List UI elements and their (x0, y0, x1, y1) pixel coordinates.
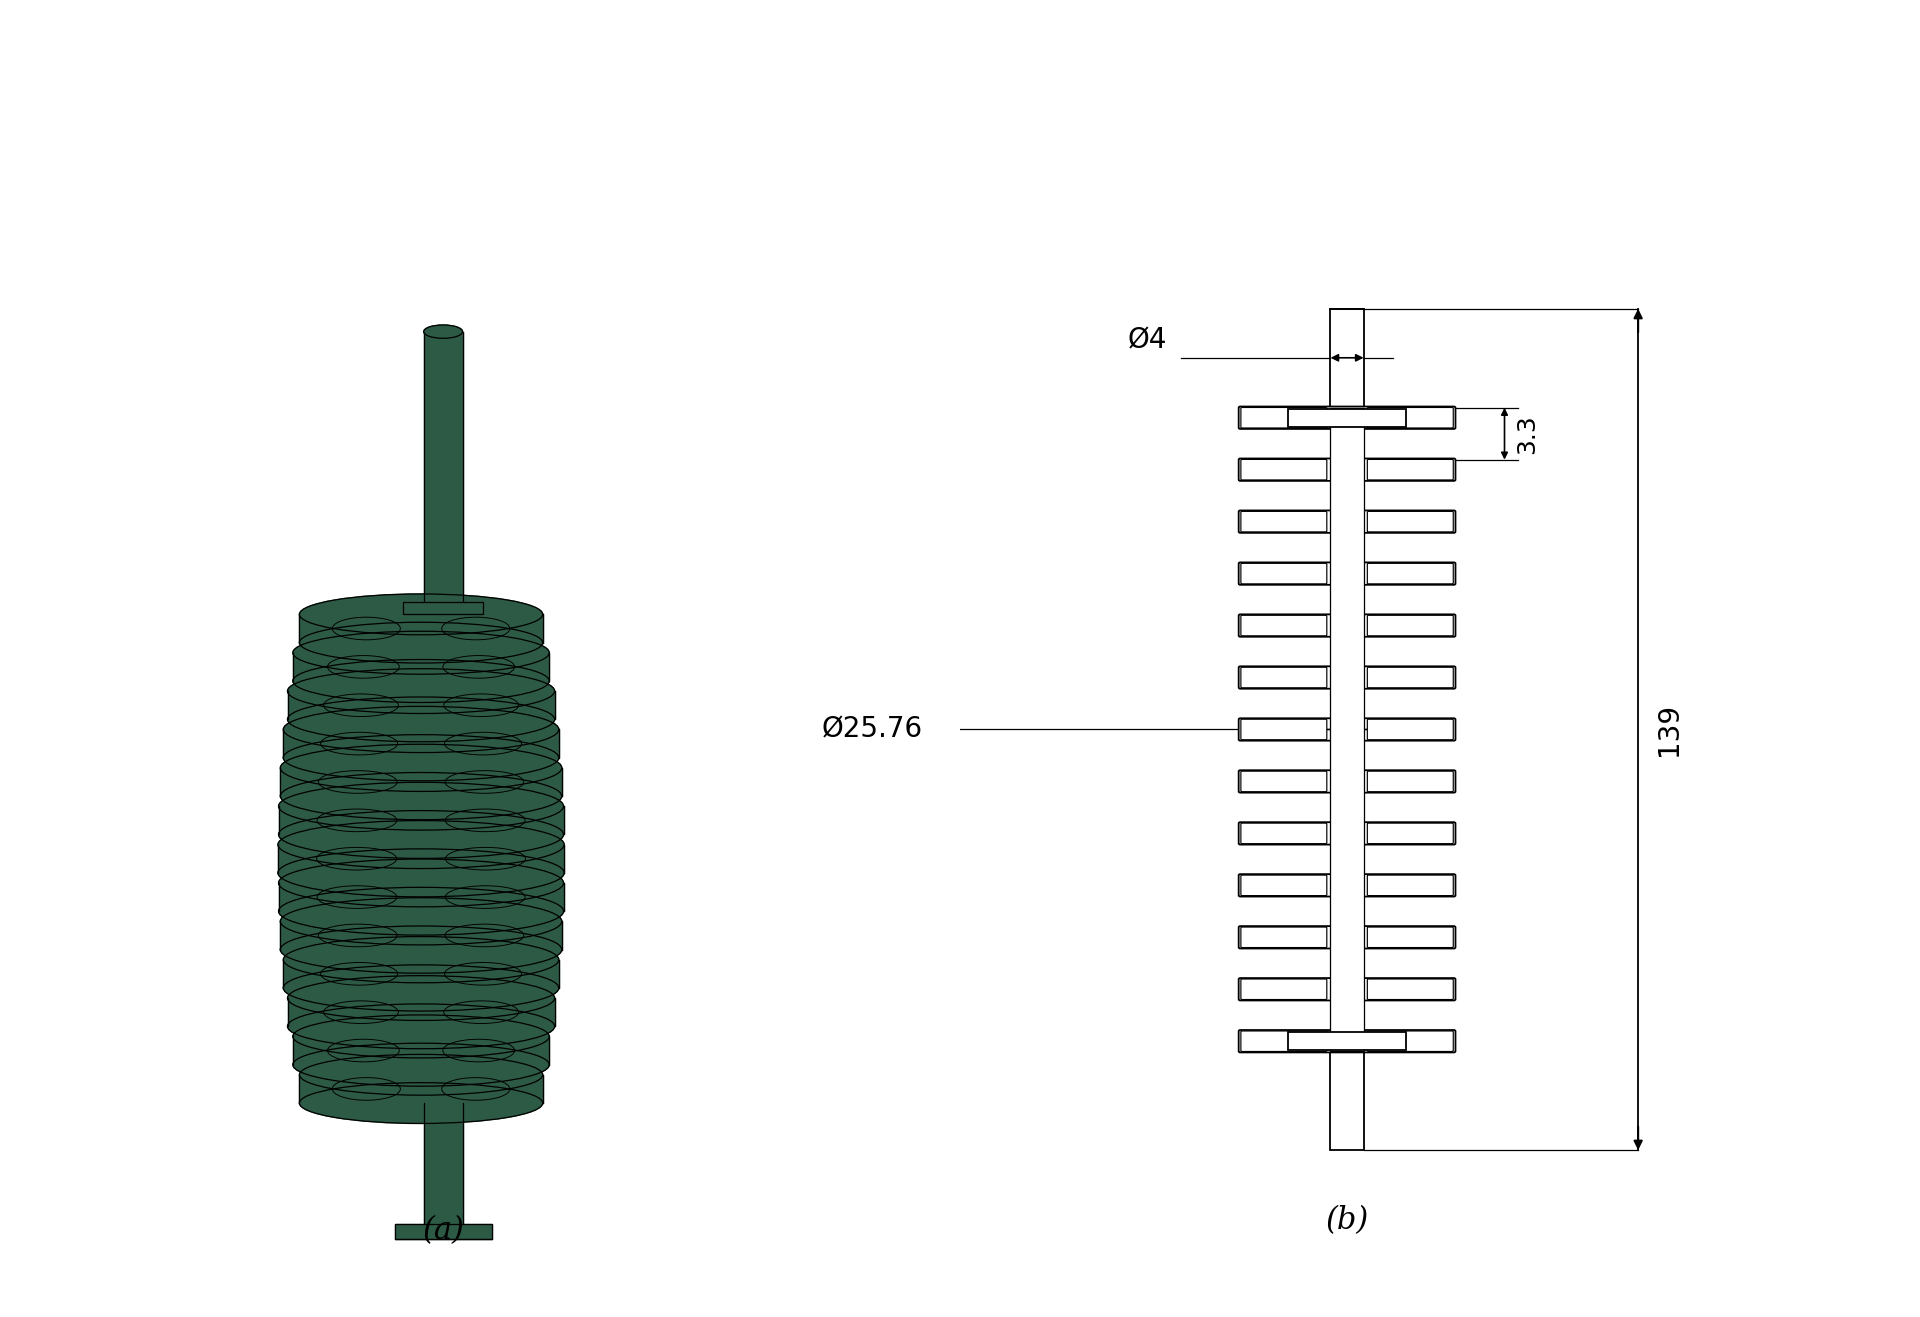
Bar (300, 614, 543, 643)
Bar (424, 332, 463, 614)
FancyBboxPatch shape (1238, 822, 1455, 844)
Ellipse shape (284, 735, 559, 781)
Bar (424, 1104, 463, 1225)
Bar (284, 960, 559, 988)
FancyBboxPatch shape (1367, 668, 1453, 687)
Ellipse shape (278, 849, 564, 897)
Ellipse shape (278, 820, 564, 869)
Bar (294, 1036, 549, 1064)
Ellipse shape (280, 744, 563, 792)
Ellipse shape (294, 660, 549, 702)
FancyBboxPatch shape (1367, 719, 1453, 740)
FancyBboxPatch shape (1240, 1031, 1327, 1051)
FancyBboxPatch shape (1238, 458, 1455, 481)
FancyBboxPatch shape (1240, 719, 1327, 740)
FancyBboxPatch shape (1238, 1030, 1455, 1052)
Bar (396, 1225, 492, 1239)
FancyBboxPatch shape (1240, 407, 1327, 428)
Bar (300, 1075, 543, 1104)
Ellipse shape (294, 1015, 549, 1058)
Bar (1288, 408, 1405, 427)
Bar (284, 730, 559, 757)
FancyBboxPatch shape (1240, 615, 1327, 636)
Text: (a): (a) (422, 1216, 465, 1246)
FancyBboxPatch shape (1240, 979, 1327, 1000)
FancyBboxPatch shape (1367, 874, 1453, 896)
Bar (280, 922, 563, 950)
Bar (278, 806, 564, 835)
Ellipse shape (284, 936, 559, 982)
FancyBboxPatch shape (1238, 511, 1455, 533)
FancyBboxPatch shape (1238, 614, 1455, 636)
Ellipse shape (300, 594, 543, 635)
FancyBboxPatch shape (1238, 666, 1455, 689)
FancyBboxPatch shape (1367, 564, 1453, 583)
FancyBboxPatch shape (1238, 562, 1455, 585)
Bar (1331, 1042, 1363, 1150)
FancyBboxPatch shape (1367, 979, 1453, 1000)
FancyBboxPatch shape (1240, 460, 1327, 479)
FancyBboxPatch shape (1238, 874, 1455, 897)
FancyBboxPatch shape (1240, 511, 1327, 532)
FancyBboxPatch shape (1240, 772, 1327, 792)
Bar (396, 1225, 492, 1239)
Bar (278, 882, 564, 911)
Ellipse shape (284, 965, 559, 1011)
Bar (403, 602, 484, 614)
Ellipse shape (284, 706, 559, 752)
Bar (280, 768, 563, 795)
Ellipse shape (294, 631, 549, 674)
Text: Ø25.76: Ø25.76 (822, 715, 924, 744)
Bar (278, 844, 564, 873)
FancyBboxPatch shape (1238, 770, 1455, 793)
FancyBboxPatch shape (1367, 407, 1453, 428)
Ellipse shape (278, 810, 564, 859)
FancyBboxPatch shape (1240, 823, 1327, 844)
Ellipse shape (288, 1004, 555, 1048)
FancyBboxPatch shape (1367, 927, 1453, 947)
Ellipse shape (300, 622, 543, 662)
FancyBboxPatch shape (1238, 718, 1455, 740)
FancyBboxPatch shape (1238, 926, 1455, 948)
Ellipse shape (288, 669, 555, 714)
Ellipse shape (280, 898, 563, 944)
FancyBboxPatch shape (1240, 564, 1327, 583)
Text: (b): (b) (1325, 1205, 1369, 1237)
FancyBboxPatch shape (1367, 460, 1453, 479)
Bar (1331, 408, 1363, 1051)
Ellipse shape (278, 782, 564, 830)
Text: 139: 139 (1655, 703, 1682, 756)
Ellipse shape (294, 1043, 549, 1087)
Bar (288, 998, 555, 1026)
FancyBboxPatch shape (1367, 1031, 1453, 1051)
FancyBboxPatch shape (1367, 615, 1453, 636)
Ellipse shape (278, 888, 564, 935)
Ellipse shape (280, 773, 563, 819)
Ellipse shape (278, 859, 564, 907)
Bar (424, 614, 463, 1104)
Bar (403, 602, 484, 614)
Ellipse shape (280, 926, 563, 973)
Bar (1288, 1033, 1405, 1050)
FancyBboxPatch shape (1367, 823, 1453, 844)
FancyBboxPatch shape (1367, 772, 1453, 792)
Bar (294, 653, 549, 681)
Ellipse shape (300, 1083, 543, 1123)
FancyBboxPatch shape (1367, 511, 1453, 532)
Text: 3.3: 3.3 (1515, 414, 1540, 453)
Ellipse shape (300, 1055, 543, 1096)
FancyBboxPatch shape (1238, 407, 1455, 429)
FancyBboxPatch shape (1240, 668, 1327, 687)
FancyBboxPatch shape (1240, 874, 1327, 896)
Bar (1331, 308, 1363, 417)
FancyBboxPatch shape (1240, 927, 1327, 947)
Bar (288, 691, 555, 719)
Ellipse shape (288, 697, 555, 741)
FancyBboxPatch shape (1238, 979, 1455, 1001)
Text: Ø4: Ø4 (1127, 327, 1167, 354)
Ellipse shape (288, 976, 555, 1021)
Ellipse shape (424, 325, 463, 338)
